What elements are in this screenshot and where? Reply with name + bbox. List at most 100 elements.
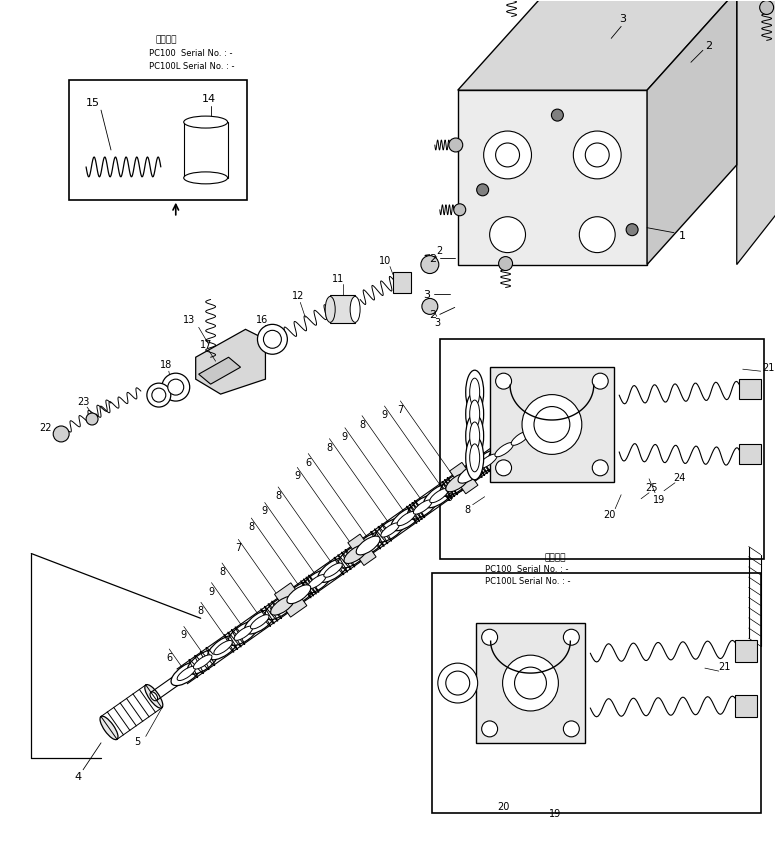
Bar <box>69 81 247 201</box>
Text: 11: 11 <box>332 273 345 284</box>
Circle shape <box>592 374 608 390</box>
Circle shape <box>449 139 462 153</box>
Text: 9: 9 <box>294 471 300 481</box>
Ellipse shape <box>445 473 469 492</box>
Circle shape <box>522 395 582 455</box>
Polygon shape <box>458 0 736 91</box>
Bar <box>440 340 764 559</box>
Ellipse shape <box>307 575 326 589</box>
Text: PC100  Serial No. : -: PC100 Serial No. : - <box>485 565 568 573</box>
Text: 21: 21 <box>719 662 731 671</box>
Text: 9: 9 <box>381 409 387 419</box>
Text: 7: 7 <box>397 404 404 414</box>
Text: 3: 3 <box>435 318 441 328</box>
Ellipse shape <box>214 641 232 655</box>
Text: 1: 1 <box>678 230 685 241</box>
Text: 9: 9 <box>209 586 214 596</box>
Bar <box>184 123 227 179</box>
Bar <box>735 695 757 717</box>
Ellipse shape <box>317 558 348 582</box>
Text: 13: 13 <box>182 315 195 325</box>
Circle shape <box>438 663 478 703</box>
Ellipse shape <box>271 601 289 614</box>
Ellipse shape <box>462 466 481 480</box>
Ellipse shape <box>271 597 294 615</box>
Circle shape <box>86 414 98 425</box>
Ellipse shape <box>345 549 362 563</box>
Text: 9: 9 <box>342 431 348 441</box>
Circle shape <box>573 132 621 180</box>
Text: 2: 2 <box>437 246 443 256</box>
Ellipse shape <box>228 621 259 646</box>
Ellipse shape <box>466 414 483 458</box>
Ellipse shape <box>466 371 483 414</box>
Ellipse shape <box>301 570 332 594</box>
Ellipse shape <box>187 650 218 674</box>
Bar <box>490 368 614 482</box>
Ellipse shape <box>263 331 282 349</box>
Text: 9: 9 <box>181 630 187 640</box>
Ellipse shape <box>100 717 118 740</box>
Text: 19: 19 <box>653 494 665 504</box>
Text: 17: 17 <box>199 340 212 350</box>
Ellipse shape <box>234 626 253 641</box>
Ellipse shape <box>356 537 380 555</box>
Polygon shape <box>647 0 736 265</box>
Ellipse shape <box>440 473 470 497</box>
Text: 8: 8 <box>359 419 365 429</box>
Text: 23: 23 <box>77 397 89 407</box>
Polygon shape <box>458 91 647 265</box>
Circle shape <box>499 257 513 271</box>
Text: 6: 6 <box>305 457 311 467</box>
Ellipse shape <box>430 489 449 503</box>
Ellipse shape <box>193 655 212 669</box>
Text: 2: 2 <box>705 41 712 51</box>
Ellipse shape <box>355 533 385 557</box>
Text: 20: 20 <box>603 509 615 519</box>
Ellipse shape <box>265 596 296 619</box>
Ellipse shape <box>344 545 368 564</box>
Circle shape <box>514 668 546 699</box>
Text: 7: 7 <box>235 543 241 553</box>
Ellipse shape <box>473 449 503 473</box>
Circle shape <box>496 460 511 476</box>
Ellipse shape <box>184 173 227 185</box>
Ellipse shape <box>285 582 316 606</box>
Text: 8: 8 <box>219 566 225 576</box>
Polygon shape <box>449 463 478 495</box>
Text: PC100L Serial No. : -: PC100L Serial No. : - <box>149 62 234 71</box>
Ellipse shape <box>466 392 483 436</box>
Text: 3: 3 <box>620 14 627 24</box>
Ellipse shape <box>208 636 238 660</box>
Text: 2: 2 <box>429 253 436 263</box>
Text: 2: 2 <box>429 310 436 320</box>
Bar <box>431 574 760 813</box>
Text: 25: 25 <box>645 482 657 492</box>
Circle shape <box>422 299 438 315</box>
Circle shape <box>482 721 497 737</box>
Circle shape <box>496 374 511 390</box>
Text: 24: 24 <box>673 473 685 482</box>
Text: 5: 5 <box>135 737 141 746</box>
Text: 19: 19 <box>549 808 562 818</box>
Polygon shape <box>199 358 241 385</box>
Text: 適用号機: 適用号機 <box>155 35 177 44</box>
Ellipse shape <box>152 388 166 403</box>
Ellipse shape <box>489 438 519 463</box>
Text: 18: 18 <box>160 360 172 370</box>
Ellipse shape <box>397 511 416 526</box>
Text: 21: 21 <box>763 363 774 373</box>
Bar <box>735 641 757 663</box>
Ellipse shape <box>414 500 432 515</box>
Ellipse shape <box>287 585 310 604</box>
Ellipse shape <box>171 662 202 686</box>
Text: 8: 8 <box>248 522 255 532</box>
Ellipse shape <box>446 478 465 491</box>
Text: 適用号機: 適用号機 <box>545 552 566 561</box>
Ellipse shape <box>251 615 269 629</box>
Circle shape <box>760 2 774 15</box>
Circle shape <box>563 721 580 737</box>
Polygon shape <box>348 534 376 565</box>
Circle shape <box>592 460 608 476</box>
Text: 8: 8 <box>327 442 332 452</box>
